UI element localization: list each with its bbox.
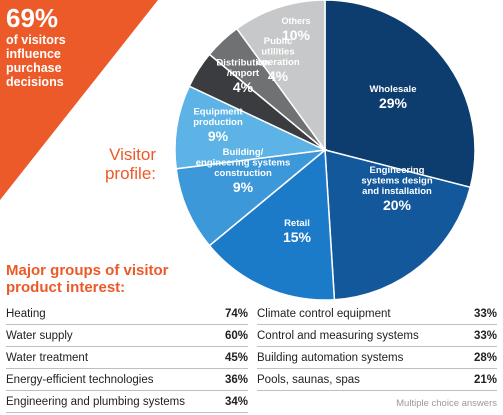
product-label: Climate control equipment [257,303,468,325]
product-percent: 33% [467,303,497,325]
product-label: Heating [6,303,221,325]
pie-slice-label: Public utilities operation [256,36,299,68]
banner-line-1: of visitors [6,33,66,47]
pie-slice-value: 29% [379,95,408,111]
pie-slice-value: 9% [233,179,254,195]
pie-slice-label: Retail [284,218,310,229]
banner-shape [0,0,158,200]
pie-slice [208,148,336,300]
product-label: Building automation systems [257,346,468,369]
product-interest-title-line-2: product interest: [6,279,126,296]
pie-slice [324,0,476,189]
product-label: Water treatment [6,346,221,369]
pie-slice-value: 9% [208,128,229,144]
banner-line-3: purchase [6,61,62,75]
product-percent: 60% [220,324,248,347]
pie-slice-label: Others [281,16,310,26]
pie-slice-label: Equipment production [193,107,243,129]
table-row: Building automation systems 28% [257,346,497,369]
product-label: Energy-efficient technologies [6,368,221,391]
product-percent: 34% [220,390,248,413]
pie-slice-value: 4% [233,79,254,95]
table-row: Engineering and plumbing systems 34% [6,390,248,413]
product-percent: 21% [467,368,497,391]
pie-slice-value: 4% [268,68,289,84]
pie-slice-value: 15% [283,229,312,245]
pie-slice-label: Distribution/import [216,58,269,80]
table-row: Heating 74% [6,303,248,325]
table-row: Climate control equipment 33% [257,303,497,325]
product-label: Control and measuring systems [257,324,468,347]
product-label: Pools, saunas, spas [257,368,468,391]
pie-slice-label: Engineering systems design and installatio… [361,165,432,197]
product-percent: 33% [467,324,497,347]
visitor-profile-label-line-1: Visitor [109,145,156,164]
table-row: Water supply 60% [6,324,248,347]
banner-line-2: influence [6,47,61,61]
banner-background [0,0,158,200]
multiple-choice-note: Multiple choice answers [396,398,497,409]
table-row: Energy-efficient technologies 36% [6,368,248,391]
product-interest-table-left: Heating 74% Water supply 60% Water treatme… [6,303,248,413]
product-percent: 28% [467,346,497,369]
pie-slice [324,149,472,300]
product-label: Water supply [6,324,221,347]
visitor-profile-label-line-2: profile: [104,164,156,183]
product-interest-table-right: Climate control equipment 33% Control and… [257,303,497,391]
pie-slice-label: Wholesale [370,84,417,95]
pie-slice-label: Building/engineering systems construction [196,147,291,179]
pie-slice [175,148,328,247]
pie-slice [174,85,328,170]
table-row: Water treatment 45% [6,346,248,369]
product-interest-title-line-1: Major groups of visitor [6,262,169,279]
product-label: Engineering and plumbing systems [6,390,221,413]
banner-line-4: decisions [6,75,64,89]
pie-slice [235,0,326,153]
pie-slice-value: 10% [282,27,311,43]
pie-slice-value: 20% [383,197,412,213]
table-row: Pools, saunas, spas 21% [257,368,497,391]
product-percent: 74% [220,303,248,325]
table-row: Control and measuring systems 33% [257,324,497,347]
product-percent: 45% [220,346,248,369]
banner-stat: 69% [6,3,59,33]
product-percent: 36% [220,368,248,391]
